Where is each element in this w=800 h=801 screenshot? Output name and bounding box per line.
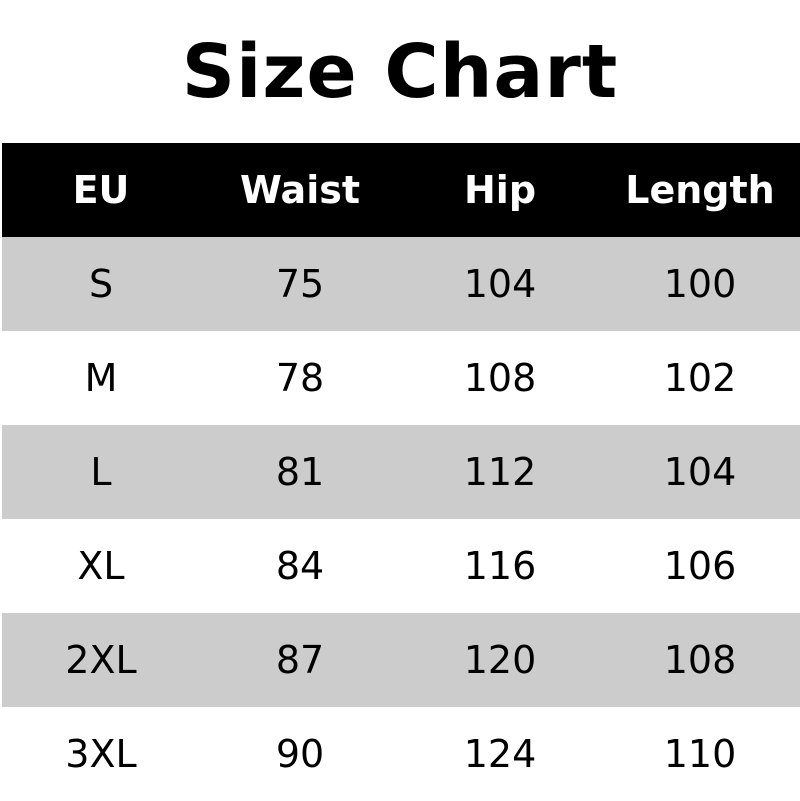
cell-length: 102 [663, 356, 737, 400]
cell-length: 110 [663, 732, 737, 776]
cell-hip: 124 [463, 732, 537, 776]
cell-waist: 78 [275, 356, 325, 400]
table-row: L 81 112 104 [2, 425, 800, 519]
cell-eu: 2XL [65, 638, 137, 682]
cell-eu: M [84, 356, 118, 400]
cell-waist: 90 [275, 732, 325, 776]
size-table: EU Waist Hip Length S 75 104 100 M 78 108 102 L 8… [0, 143, 800, 801]
cell-eu: L [90, 450, 112, 494]
header-length: Length [625, 168, 775, 212]
header-waist: Waist [239, 168, 360, 212]
cell-eu: 3XL [65, 732, 137, 776]
table-row: M 78 108 102 [2, 331, 800, 425]
cell-hip: 116 [463, 544, 537, 588]
table-row: XL 84 116 106 [2, 519, 800, 613]
header-eu: EU [72, 168, 130, 212]
cell-eu: XL [77, 544, 125, 588]
page-title: Size Chart [181, 28, 619, 115]
cell-waist: 81 [275, 450, 325, 494]
cell-length: 108 [663, 638, 737, 682]
cell-waist: 75 [275, 262, 325, 306]
cell-hip: 120 [463, 638, 537, 682]
cell-hip: 104 [463, 262, 537, 306]
table-row: 2XL 87 120 108 [2, 613, 800, 707]
header-hip: Hip [463, 168, 537, 212]
table-row: S 75 104 100 [2, 237, 800, 331]
cell-hip: 112 [463, 450, 537, 494]
table-row: 3XL 90 124 110 [2, 707, 800, 801]
cell-waist: 84 [275, 544, 325, 588]
cell-waist: 87 [275, 638, 325, 682]
table-header-row: EU Waist Hip Length [2, 143, 800, 237]
cell-length: 106 [663, 544, 737, 588]
cell-hip: 108 [463, 356, 537, 400]
cell-length: 104 [663, 450, 737, 494]
cell-length: 100 [663, 262, 737, 306]
cell-eu: S [88, 262, 114, 306]
